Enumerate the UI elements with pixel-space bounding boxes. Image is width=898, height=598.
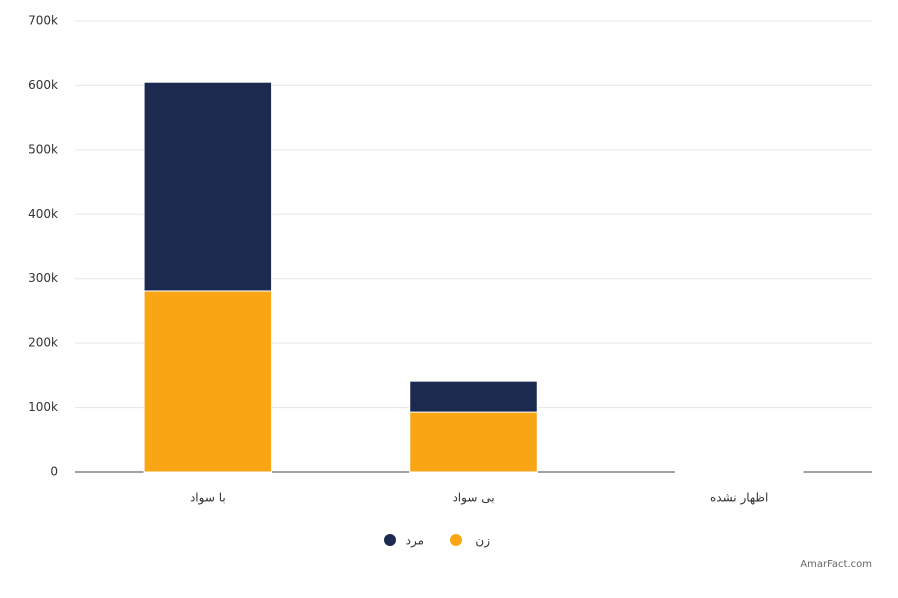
y-tick-label: 0 — [50, 465, 58, 479]
y-tick-label: 700k — [28, 14, 58, 28]
legend-marker — [450, 534, 462, 546]
bar-segment — [409, 380, 538, 413]
y-tick-label: 200k — [28, 336, 58, 350]
bar-segment — [143, 290, 273, 473]
y-tick-label: 400k — [28, 207, 58, 221]
y-tick-label: 300k — [28, 271, 58, 285]
y-tick-label: 100k — [28, 400, 58, 414]
x-tick-label: اظهار نشده — [710, 491, 768, 506]
legend-label: زن — [475, 534, 490, 549]
x-tick-label: با سواد — [190, 491, 226, 506]
legend-marker — [384, 534, 396, 546]
x-tick-label: بی سواد — [452, 491, 494, 506]
bar-segment — [143, 81, 273, 292]
bar-segment — [409, 411, 538, 473]
bar-segment — [674, 470, 804, 472]
y-tick-label: 600k — [28, 78, 58, 92]
y-tick-label: 500k — [28, 142, 58, 156]
watermark: AmarFact.com — [800, 559, 872, 570]
legend-label: مرد — [406, 534, 424, 549]
